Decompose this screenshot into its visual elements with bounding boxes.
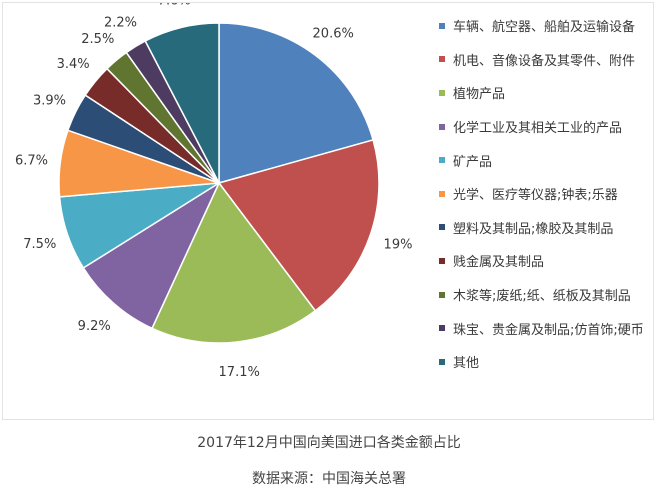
legend-label: 植物产品 <box>453 87 506 103</box>
legend-label: 塑料及其制品;橡胶及其制品 <box>453 221 614 237</box>
pie-slice <box>217 139 380 312</box>
legend-swatch <box>439 358 445 365</box>
slice-value-label: 17.1% <box>219 365 260 380</box>
legend: 车辆、航空器、船舶及运输设备 机电、音像设备及其零件、附件 植物产品化学工业及其相关… <box>439 9 655 379</box>
legend-swatch <box>439 224 445 231</box>
legend-swatch <box>439 325 445 332</box>
legend-swatch <box>439 89 445 96</box>
legend-item: 化学工业及其相关工业的产品 <box>439 110 655 144</box>
legend-label: 车辆、航空器、船舶及运输设备 <box>453 20 636 36</box>
legend-swatch <box>439 190 445 197</box>
legend-item: 珠宝、贵金属及制品;仿首饰;硬币 <box>439 311 655 345</box>
source-note: 数据来源：中国海关总署 <box>252 471 406 487</box>
legend-label: 化学工业及其相关工业的产品 <box>453 121 623 137</box>
legend-swatch <box>439 157 445 164</box>
pie-slice <box>151 181 317 344</box>
legend-swatch <box>439 56 445 63</box>
pie-slice <box>82 181 221 330</box>
legend-swatch <box>439 257 445 264</box>
legend-swatch <box>439 123 445 130</box>
pie-slice <box>218 22 375 184</box>
slice-value-label: 3.4% <box>57 57 90 72</box>
legend-label: 矿产品 <box>453 154 493 170</box>
legend-item: 植物产品 <box>439 76 655 110</box>
legend-swatch <box>439 291 445 298</box>
slice-value-label: 7.6% <box>158 3 191 8</box>
legend-item: 塑料及其制品;橡胶及其制品 <box>439 211 655 245</box>
legend-item: 贱金属及其制品 <box>439 244 655 278</box>
legend-item: 其他 <box>439 345 655 379</box>
legend-item: 车辆、航空器、船舶及运输设备 <box>439 9 655 43</box>
legend-label: 其他 <box>453 356 480 372</box>
legend-item: 木浆等;废纸;纸、纸板及其制品 <box>439 278 655 312</box>
legend-item: 矿产品 <box>439 143 655 177</box>
legend-label: 木浆等;废纸;纸、纸板及其制品 <box>453 289 631 305</box>
legend-swatch <box>439 22 445 29</box>
legend-item: 光学、医疗等仪器;钟表;乐器 <box>439 177 655 211</box>
legend-label: 贱金属及其制品 <box>453 255 545 271</box>
slice-value-label: 2.2% <box>104 16 137 31</box>
slice-value-label: 20.6% <box>313 26 354 41</box>
legend-item: 机电、音像设备及其零件、附件 <box>439 43 655 77</box>
pie-chart: 20.6% 19% 17.1% 9.2% 7.5% 6.7% 3.9% 3.4% 2.5%2.2… <box>15 3 413 380</box>
slice-value-label: 3.9% <box>33 93 66 108</box>
slice-value-label: 7.5% <box>23 237 56 252</box>
legend-label: 光学、医疗等仪器;钟表;乐器 <box>453 188 618 204</box>
chart-frame: 20.6% 19% 17.1% 9.2% 7.5% 6.7% 3.9% 3.4% 2.5% 2.2… <box>2 2 654 420</box>
legend-label: 珠宝、贵金属及制品;仿首饰;硬币 <box>453 322 644 338</box>
legend-label: 机电、音像设备及其零件、附件 <box>453 53 636 69</box>
slice-value-label: 2.5% <box>81 32 114 47</box>
slice-value-label: 6.7% <box>15 154 48 169</box>
slice-value-label: 19% <box>384 238 413 253</box>
slice-value-label: 9.2% <box>78 319 111 334</box>
pie-slice <box>144 22 220 184</box>
chart-caption: 2017年12月中国向美国进口各类金额占比 <box>197 435 461 451</box>
